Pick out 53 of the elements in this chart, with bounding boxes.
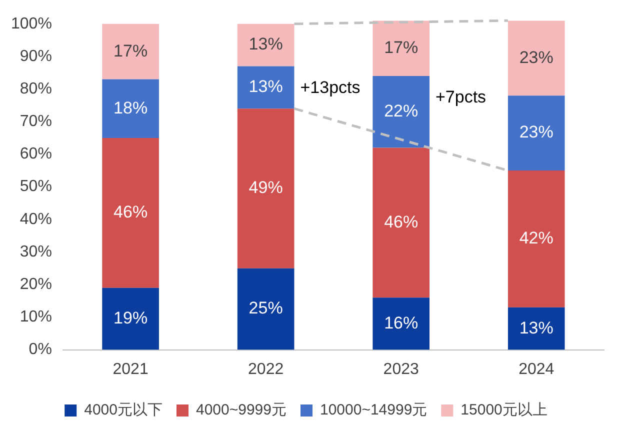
data-label: 17% (384, 38, 418, 57)
y-tick-label: 100% (11, 15, 52, 32)
y-tick-label: 40% (20, 210, 52, 228)
data-label: 17% (114, 41, 148, 60)
bar (237, 66, 294, 109)
data-label: 13% (519, 318, 554, 338)
data-label: 19% (114, 308, 148, 328)
data-label: 23% (519, 48, 554, 67)
x-tick-label: 2024 (518, 360, 554, 378)
x-tick-label: 2022 (248, 360, 284, 378)
x-tick-label: 2023 (383, 360, 419, 378)
annotation: +7pcts (436, 88, 486, 107)
bar (508, 20, 565, 96)
bar (102, 24, 159, 80)
bar (372, 20, 430, 76)
data-label: 13% (248, 77, 283, 96)
data-label: 13% (248, 34, 283, 54)
x-tick-label: 2021 (112, 360, 148, 378)
data-label: 25% (248, 298, 283, 318)
data-label: 23% (519, 122, 554, 142)
data-label: 16% (384, 313, 418, 332)
bar (372, 76, 430, 148)
data-label: 49% (248, 178, 283, 198)
bar (102, 288, 159, 350)
y-tick-label: 90% (20, 48, 52, 65)
bar (508, 307, 565, 350)
data-label: 46% (114, 202, 148, 222)
bar (508, 170, 565, 308)
y-tick-label: 30% (20, 243, 52, 260)
data-label: 22% (384, 102, 418, 121)
bar (508, 96, 565, 171)
data-label: 46% (384, 212, 418, 232)
y-tick-label: 70% (20, 113, 52, 130)
bar (237, 108, 294, 268)
annotation: +13pcts (300, 78, 360, 97)
data-label: 42% (519, 228, 554, 248)
bar (372, 298, 430, 350)
bar (102, 138, 159, 288)
y-tick-label: 10% (20, 308, 52, 326)
bar (237, 24, 294, 66)
bar (102, 79, 159, 138)
legend-label: 4000元以下 (84, 402, 162, 419)
y-tick-label: 50% (20, 178, 52, 196)
y-tick-label: 60% (20, 146, 52, 163)
legend-label: 4000~9999元 (196, 402, 286, 419)
bar (372, 148, 430, 298)
y-tick-label: 80% (20, 80, 52, 98)
legend-label: 10000~14999元 (320, 402, 428, 419)
y-tick-label: 20% (20, 276, 52, 294)
legend-label: 15000元以上 (460, 402, 548, 419)
bar (237, 268, 294, 350)
data-label: 18% (114, 98, 148, 118)
y-tick-label: 0% (28, 341, 52, 358)
